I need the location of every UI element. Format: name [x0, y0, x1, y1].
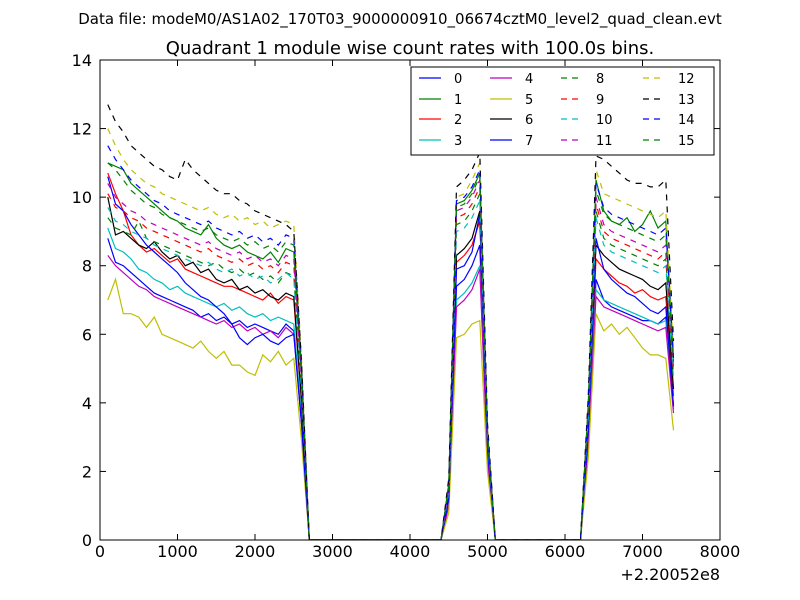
series-line-13 — [107, 104, 675, 540]
series-line-8 — [107, 193, 675, 540]
x-offset-label: +2.20052e8 — [620, 565, 720, 584]
x-tick-label: 8000 — [700, 542, 741, 561]
legend-label-6: 6 — [525, 113, 533, 128]
x-tick-label: 7000 — [622, 542, 663, 561]
y-tick-label: 10 — [72, 188, 92, 207]
series-line-2 — [107, 172, 675, 540]
legend-label-5: 5 — [525, 93, 533, 108]
series-line-7 — [107, 176, 675, 540]
y-tick-label: 8 — [82, 257, 92, 276]
x-tick-label: 3000 — [312, 542, 353, 561]
x-tick-label: 6000 — [545, 542, 586, 561]
series-layer — [107, 104, 675, 540]
legend-label-15: 15 — [678, 134, 695, 149]
series-line-14 — [107, 145, 675, 540]
x-tick-label: 1000 — [157, 542, 198, 561]
y-tick-label: 14 — [72, 51, 92, 70]
series-line-0 — [107, 238, 675, 540]
legend-label-2: 2 — [454, 113, 462, 128]
legend-label-13: 13 — [678, 93, 695, 108]
y-tick-label: 12 — [72, 120, 92, 139]
legend-label-3: 3 — [454, 134, 462, 149]
x-tick-label: 4000 — [390, 542, 431, 561]
legend-label-12: 12 — [678, 72, 695, 87]
series-line-5 — [107, 277, 675, 540]
legend-label-0: 0 — [454, 72, 462, 87]
series-line-4 — [107, 255, 675, 540]
series-line-1 — [107, 162, 675, 540]
legend-label-4: 4 — [525, 72, 533, 87]
legend-label-7: 7 — [525, 134, 533, 149]
legend-label-10: 10 — [596, 113, 613, 128]
y-tick-label: 4 — [82, 394, 92, 413]
x-tick-label: 2000 — [235, 542, 276, 561]
series-line-3 — [107, 227, 675, 540]
y-tick-label: 0 — [82, 531, 92, 550]
x-tick-label: 0 — [95, 542, 105, 561]
legend-label-1: 1 — [454, 93, 462, 108]
chart-title: Quadrant 1 module wise count rates with … — [166, 38, 655, 59]
axis-ticks: 0 1000 2000 3000 4000 5000 6000 7000 80000246810… — [72, 51, 741, 561]
series-line-12 — [107, 128, 675, 540]
plot-frame — [99, 59, 721, 541]
series-line-6 — [107, 196, 675, 540]
legend-label-14: 14 — [678, 113, 695, 128]
data-file-label: Data file: modeM0/AS1A02_170T03_90000009… — [78, 10, 722, 29]
legend-label-11: 11 — [596, 134, 613, 149]
y-tick-label: 6 — [82, 325, 92, 344]
series-line-15 — [107, 162, 675, 540]
x-tick-label: 5000 — [467, 542, 508, 561]
legend-label-8: 8 — [596, 72, 604, 87]
legend-label-9: 9 — [596, 93, 604, 108]
y-tick-label: 2 — [82, 462, 92, 481]
series-line-9 — [107, 186, 675, 540]
series-line-11 — [107, 179, 675, 540]
